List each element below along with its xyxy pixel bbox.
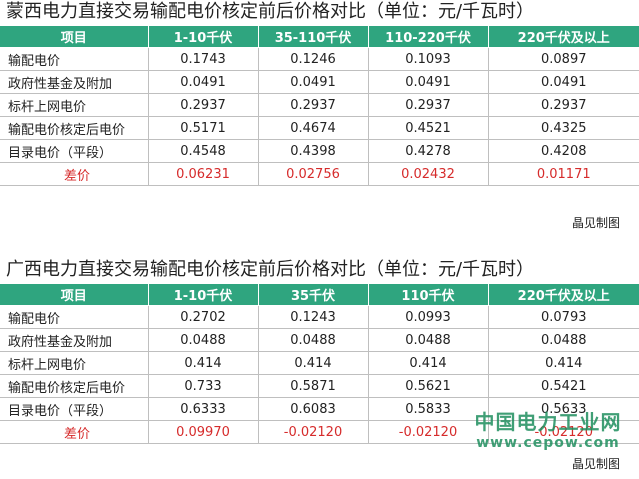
cell-value: 0.414 xyxy=(258,351,369,375)
cell-value: 0.4325 xyxy=(488,116,639,140)
table-row: 目录电价（平段） 0.6333 0.6083 0.5833 0.5633 xyxy=(0,397,639,421)
column-header: 220千伏及以上 xyxy=(488,284,639,306)
cell-value: 0.1743 xyxy=(148,47,259,71)
cell-value: 0.4521 xyxy=(368,116,489,140)
table-row: 政府性基金及附加 0.0491 0.0491 0.0491 0.0491 xyxy=(0,70,639,94)
cell-value: 0.2937 xyxy=(368,93,489,117)
cell-value: 0.0488 xyxy=(258,328,369,352)
row-label: 输配电价 xyxy=(0,305,149,329)
cell-value: 0.0491 xyxy=(368,70,489,94)
cell-value: 0.1243 xyxy=(258,305,369,329)
column-header: 1-10千伏 xyxy=(148,26,259,48)
table-row: 目录电价（平段） 0.4548 0.4398 0.4278 0.4208 xyxy=(0,139,639,163)
cell-value: 0.4548 xyxy=(148,139,259,163)
table-title: 广西电力直接交易输配电价核定前后价格对比（单位：元/千瓦时） xyxy=(6,259,535,280)
table-row: 输配电价核定后电价 0.5171 0.4674 0.4521 0.4325 xyxy=(0,116,639,140)
row-label: 政府性基金及附加 xyxy=(0,70,149,94)
price-comparison-table: 项目 1-10千伏 35千伏 110千伏 220千伏及以上 输配电价 0.270… xyxy=(0,284,639,444)
cell-value: 0.414 xyxy=(148,351,259,375)
cell-value: 0.5871 xyxy=(258,374,369,398)
cell-value: 0.6083 xyxy=(258,397,369,421)
column-header: 110-220千伏 xyxy=(368,26,489,48)
column-header: 35-110千伏 xyxy=(258,26,369,48)
column-header: 1-10千伏 xyxy=(148,284,259,306)
column-header: 220千伏及以上 xyxy=(488,26,639,48)
table-row: 输配电价核定后电价 0.733 0.5871 0.5621 0.5421 xyxy=(0,374,639,398)
row-label: 输配电价 xyxy=(0,47,149,71)
cell-value: 0.2937 xyxy=(258,93,369,117)
cell-value: 0.0488 xyxy=(368,328,489,352)
row-label: 差价 xyxy=(0,162,149,186)
cell-value: 0.0488 xyxy=(488,328,639,352)
cell-value: 0.2937 xyxy=(148,93,259,117)
row-label: 目录电价（平段） xyxy=(0,139,149,163)
table-header-row: 项目 1-10千伏 35千伏 110千伏 220千伏及以上 xyxy=(0,284,639,306)
cell-value: 0.1093 xyxy=(368,47,489,71)
cell-value: 0.414 xyxy=(368,351,489,375)
row-label: 差价 xyxy=(0,420,149,444)
cell-value: -0.02120 xyxy=(488,420,639,444)
cell-value: 0.4208 xyxy=(488,139,639,163)
cell-value: 0.0491 xyxy=(488,70,639,94)
cell-value: 0.0488 xyxy=(148,328,259,352)
column-header: 项目 xyxy=(0,284,149,306)
cell-value: 0.09970 xyxy=(148,420,259,444)
chart-credit: 晶见制图 xyxy=(572,457,621,471)
column-header: 35千伏 xyxy=(258,284,369,306)
cell-value: -0.02120 xyxy=(368,420,489,444)
cell-value: 0.5171 xyxy=(148,116,259,140)
cell-value: 0.5633 xyxy=(488,397,639,421)
cell-value: 0.414 xyxy=(488,351,639,375)
chart-credit: 晶见制图 xyxy=(572,216,621,230)
difference-row: 差价 0.06231 0.02756 0.02432 0.01171 xyxy=(0,162,639,186)
table-block-guangxi: 广西电力直接交易输配电价核定前后价格对比（单位：元/千瓦时） 项目 1-10千伏… xyxy=(0,258,639,444)
row-label: 政府性基金及附加 xyxy=(0,328,149,352)
column-header: 项目 xyxy=(0,26,149,48)
cell-value: 0.4398 xyxy=(258,139,369,163)
table-row: 政府性基金及附加 0.0488 0.0488 0.0488 0.0488 xyxy=(0,328,639,352)
cell-value: 0.4674 xyxy=(258,116,369,140)
table-row: 输配电价 0.2702 0.1243 0.0993 0.0793 xyxy=(0,305,639,329)
cell-value: 0.0491 xyxy=(148,70,259,94)
price-comparison-table: 项目 1-10千伏 35-110千伏 110-220千伏 220千伏及以上 输配… xyxy=(0,26,639,186)
cell-value: 0.5833 xyxy=(368,397,489,421)
table-row: 标杆上网电价 0.2937 0.2937 0.2937 0.2937 xyxy=(0,93,639,117)
cell-value: 0.5421 xyxy=(488,374,639,398)
row-label: 标杆上网电价 xyxy=(0,351,149,375)
table-block-inner-mongolia: 蒙西电力直接交易输配电价核定前后价格对比（单位：元/千瓦时） 项目 1-10千伏… xyxy=(0,0,639,186)
cell-value: 0.733 xyxy=(148,374,259,398)
cell-value: -0.02120 xyxy=(258,420,369,444)
cell-value: 0.0897 xyxy=(488,47,639,71)
cell-value: 0.5621 xyxy=(368,374,489,398)
cell-value: 0.1246 xyxy=(258,47,369,71)
row-label: 输配电价核定后电价 xyxy=(0,116,149,140)
cell-value: 0.01171 xyxy=(488,162,639,186)
table-row: 输配电价 0.1743 0.1246 0.1093 0.0897 xyxy=(0,47,639,71)
cell-value: 0.2937 xyxy=(488,93,639,117)
cell-value: 0.4278 xyxy=(368,139,489,163)
cell-value: 0.0793 xyxy=(488,305,639,329)
row-label: 标杆上网电价 xyxy=(0,93,149,117)
row-label: 输配电价核定后电价 xyxy=(0,374,149,398)
table-title: 蒙西电力直接交易输配电价核定前后价格对比（单位：元/千瓦时） xyxy=(6,1,535,22)
cell-value: 0.02432 xyxy=(368,162,489,186)
column-header: 110千伏 xyxy=(368,284,489,306)
cell-value: 0.6333 xyxy=(148,397,259,421)
cell-value: 0.0491 xyxy=(258,70,369,94)
cell-value: 0.02756 xyxy=(258,162,369,186)
difference-row: 差价 0.09970 -0.02120 -0.02120 -0.02120 xyxy=(0,420,639,444)
table-row: 标杆上网电价 0.414 0.414 0.414 0.414 xyxy=(0,351,639,375)
table-header-row: 项目 1-10千伏 35-110千伏 110-220千伏 220千伏及以上 xyxy=(0,26,639,48)
row-label: 目录电价（平段） xyxy=(0,397,149,421)
cell-value: 0.0993 xyxy=(368,305,489,329)
cell-value: 0.06231 xyxy=(148,162,259,186)
cell-value: 0.2702 xyxy=(148,305,259,329)
